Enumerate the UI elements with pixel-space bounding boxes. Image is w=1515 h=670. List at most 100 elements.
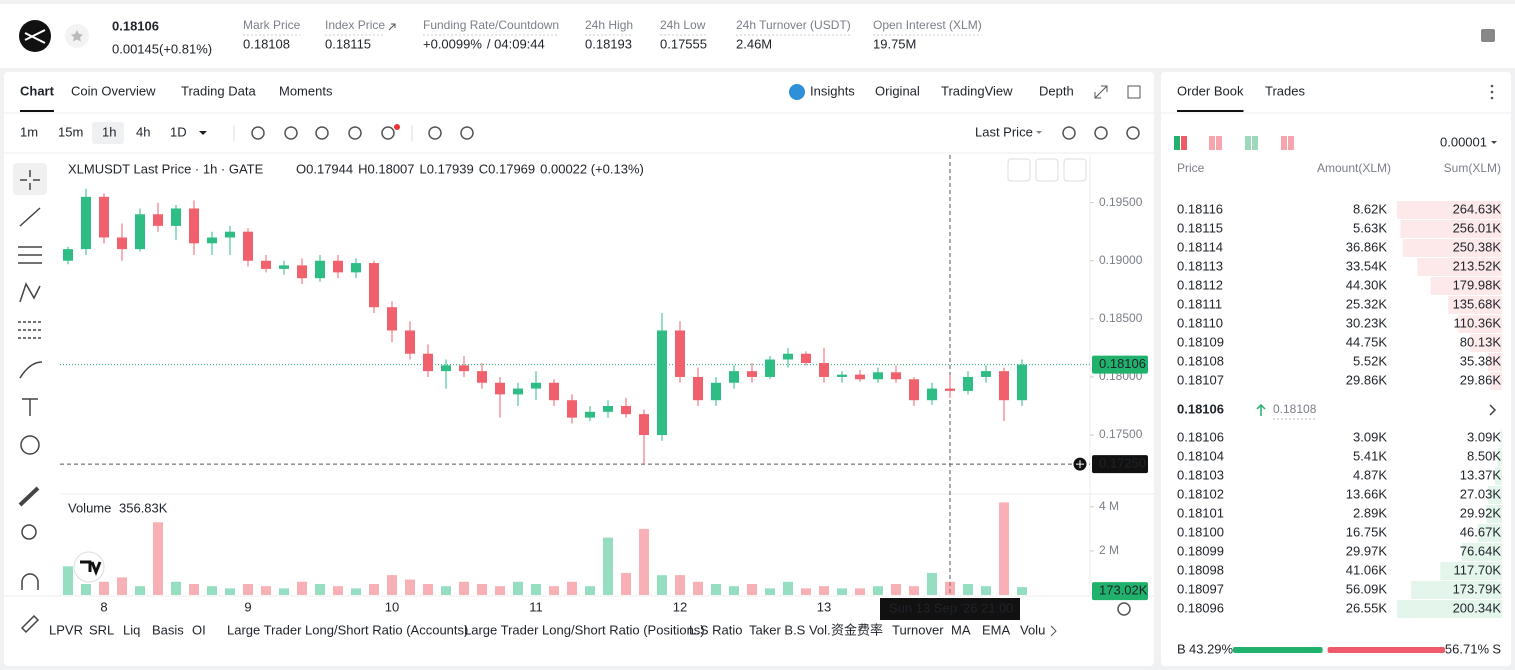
interval[interactable]: 4h — [136, 124, 150, 139]
crosshair-tool[interactable] — [20, 170, 40, 190]
toolbar-icon[interactable] — [381, 126, 395, 140]
book-price[interactable]: 0.18100 — [1177, 524, 1224, 539]
book-price[interactable]: 0.18099 — [1177, 543, 1224, 558]
indicator[interactable]: L.S Ratio — [689, 622, 742, 637]
book-price[interactable]: 0.18113 — [1177, 258, 1223, 273]
zoom-tool[interactable] — [21, 524, 37, 540]
interval[interactable]: 1D — [170, 124, 187, 139]
indicator[interactable]: EMA — [982, 622, 1011, 637]
layout-icon[interactable] — [1209, 136, 1215, 150]
view-tab[interactable]: TradingView — [941, 83, 1013, 98]
indicator[interactable]: Liq — [123, 622, 140, 637]
price-source[interactable]: Last Price — [975, 124, 1033, 139]
crosshair-tag — [880, 598, 1020, 620]
indicator[interactable]: Turnover — [892, 622, 944, 637]
menu-dot[interactable] — [1490, 96, 1494, 100]
book-price[interactable]: 0.18114 — [1177, 239, 1223, 254]
indicator[interactable]: SRL — [89, 622, 114, 637]
layout-icon[interactable] — [1245, 136, 1251, 150]
indicator[interactable]: Basis — [152, 622, 184, 637]
text-tool[interactable] — [22, 398, 38, 416]
indicator[interactable]: Volu — [1020, 622, 1045, 637]
emoji-tool[interactable] — [20, 435, 40, 455]
indicator[interactable]: OI — [192, 622, 206, 637]
toolbar-icon[interactable] — [1062, 126, 1076, 140]
toolbar-icon[interactable] — [1094, 126, 1108, 140]
candle-body — [873, 372, 883, 380]
measure-tool[interactable] — [18, 486, 40, 507]
toolbar-icon[interactable] — [348, 126, 362, 140]
interval[interactable]: 1h — [102, 124, 116, 139]
book-price[interactable]: 0.18096 — [1177, 600, 1224, 615]
interval[interactable]: 1m — [20, 124, 38, 139]
book-price[interactable]: 0.18104 — [1177, 448, 1224, 463]
indicator[interactable]: Taker B.S Vol. — [749, 622, 831, 637]
view-tab[interactable]: Insights — [810, 83, 855, 98]
book-price[interactable]: 0.18108 — [1177, 353, 1224, 368]
layout-icon[interactable] — [1252, 136, 1258, 150]
layout-icon[interactable] — [1281, 136, 1287, 150]
layout-icon[interactable] — [1181, 136, 1187, 150]
book-price[interactable]: 0.18116 — [1177, 201, 1223, 216]
more-arrow[interactable] — [1489, 404, 1497, 416]
indicator[interactable]: MA — [951, 622, 971, 637]
book-price[interactable]: 0.18103 — [1177, 467, 1224, 482]
precision[interactable]: 0.00001 — [1440, 134, 1487, 149]
menu-dot[interactable] — [1490, 90, 1494, 94]
book-tab[interactable]: Order Book — [1177, 83, 1244, 98]
pattern-tool[interactable] — [19, 282, 41, 303]
layout-icon[interactable] — [1216, 136, 1222, 150]
toolbar-icon[interactable] — [251, 126, 265, 140]
magnet-tool[interactable] — [21, 573, 39, 590]
book-price[interactable]: 0.18111 — [1177, 296, 1222, 311]
line-tool[interactable] — [19, 207, 41, 227]
toolbar-icon[interactable] — [460, 126, 474, 140]
fullscreen-icon[interactable] — [1094, 85, 1108, 99]
toolbar-icon[interactable] — [315, 126, 329, 140]
scroll-right[interactable] — [1050, 625, 1057, 637]
book-price[interactable]: 0.18101 — [1177, 505, 1224, 520]
indicator[interactable]: LPVR — [49, 622, 83, 637]
book-price[interactable]: 0.18097 — [1177, 581, 1224, 596]
window-icon[interactable] — [1127, 85, 1141, 99]
pencil-tool[interactable] — [20, 614, 40, 634]
view-tab[interactable]: Depth — [1039, 83, 1074, 98]
indicator[interactable]: Large Trader Long/Short Ratio (Accounts) — [227, 622, 468, 637]
chart-button[interactable] — [1035, 158, 1059, 182]
menu-dot[interactable] — [1490, 84, 1494, 88]
channel-tool[interactable] — [18, 246, 42, 264]
chart-tab[interactable]: Coin Overview — [71, 83, 156, 98]
side-icon[interactable] — [1481, 29, 1495, 42]
indicator[interactable]: Large Trader Long/Short Ratio (Positions… — [464, 622, 705, 637]
chart-tab[interactable]: Moments — [279, 83, 333, 98]
layout-icon[interactable] — [1174, 136, 1180, 150]
toolbar-icon[interactable] — [1126, 126, 1140, 140]
book-price[interactable]: 0.18109 — [1177, 334, 1224, 349]
settings-icon[interactable] — [1117, 602, 1131, 616]
toolbar-icon[interactable] — [428, 126, 442, 140]
chart-button[interactable] — [1063, 158, 1087, 182]
indicator[interactable]: 资金费率 — [831, 622, 883, 637]
brush-tool[interactable] — [19, 361, 43, 379]
book-price[interactable]: 0.18110 — [1177, 315, 1223, 330]
book-price[interactable]: 0.18115 — [1177, 220, 1223, 235]
interval[interactable]: 15m — [58, 124, 83, 139]
toolbar-icon[interactable] — [284, 126, 298, 140]
book-price[interactable]: 0.18098 — [1177, 562, 1224, 577]
view-tab[interactable]: Original — [875, 83, 920, 98]
fib-tool[interactable] — [18, 321, 42, 339]
depth-bar — [1461, 543, 1502, 561]
book-price[interactable]: 0.18106 — [1177, 429, 1224, 444]
book-price[interactable]: 0.18112 — [1177, 277, 1223, 292]
tool-active[interactable] — [13, 163, 47, 195]
book-sum: 80.13K — [1460, 334, 1502, 349]
chart-tab[interactable]: Trading Data — [181, 83, 256, 98]
book-price[interactable]: 0.18107 — [1177, 372, 1224, 387]
book-tab[interactable]: Trades — [1265, 83, 1305, 98]
chart-tab[interactable]: Chart — [20, 83, 55, 98]
layout-icon[interactable] — [1288, 136, 1294, 150]
chart-button[interactable] — [1007, 158, 1031, 182]
book-price[interactable]: 0.18102 — [1177, 486, 1224, 501]
legend-value: 0.18007 — [368, 161, 415, 176]
candle-body — [369, 263, 379, 308]
